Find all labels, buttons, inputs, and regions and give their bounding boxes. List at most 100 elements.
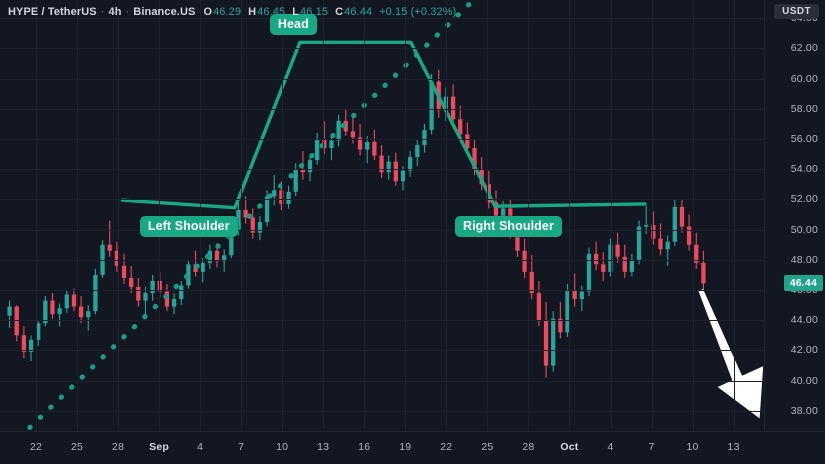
candle-body xyxy=(493,202,499,220)
time-tick-label: 10 xyxy=(276,441,289,453)
trendline-dotted-support xyxy=(27,2,472,430)
price-tick-label: 38.00 xyxy=(790,404,818,417)
candle-body xyxy=(86,311,91,318)
candle-body xyxy=(422,129,427,145)
candle-body xyxy=(701,262,706,284)
head-and-shoulders-outline xyxy=(120,40,647,210)
low-value: L46.15 xyxy=(292,6,329,18)
price-gridline xyxy=(0,48,765,50)
time-tick-label: Sep xyxy=(149,441,170,453)
candle-body xyxy=(651,225,656,239)
price-tick-label: 44.00 xyxy=(790,314,818,327)
candle-body xyxy=(57,308,62,315)
candle-body xyxy=(129,277,134,287)
candle-body xyxy=(50,300,55,315)
time-tick-label: 7 xyxy=(648,441,655,453)
candle-body xyxy=(200,262,205,272)
candle-body xyxy=(500,208,506,220)
candle-body xyxy=(7,306,12,316)
time-tick-label: 7 xyxy=(238,441,245,453)
price-tick-label: 58.00 xyxy=(790,102,818,115)
exchange-label[interactable]: Binance.US xyxy=(133,6,196,18)
candle-body xyxy=(43,300,48,324)
price-gridline xyxy=(0,290,765,291)
candle-body xyxy=(579,291,584,300)
candle-body xyxy=(558,318,563,333)
time-gridline xyxy=(446,0,448,432)
candle-body xyxy=(379,155,384,173)
chart-plot-area[interactable] xyxy=(0,0,765,432)
open-value: O46.29 xyxy=(203,6,242,18)
candle-body xyxy=(551,318,556,366)
candle-body xyxy=(222,255,227,262)
time-gridline xyxy=(528,0,530,432)
time-axis[interactable]: 22 25 28 Sep 4 7 10 13 16 19 22 25 28 Oct 4 7 10 13 xyxy=(0,431,825,464)
candle-body xyxy=(300,169,305,173)
price-gridline xyxy=(0,320,765,322)
candle-body xyxy=(36,323,41,340)
candle-body xyxy=(636,226,642,260)
candle-body xyxy=(272,190,277,197)
time-tick-label: 16 xyxy=(358,441,371,453)
candle-body xyxy=(629,259,635,272)
candle-body xyxy=(393,161,398,182)
candle-body xyxy=(71,294,77,307)
price-tick-label: 62.00 xyxy=(790,42,818,55)
chart-legend: HYPE / TetherUS · 4h · Binance.US O46.29… xyxy=(8,4,456,20)
candle-body xyxy=(458,119,463,135)
candle-body xyxy=(586,253,592,292)
candle-body xyxy=(21,335,27,352)
candle-body xyxy=(121,265,127,278)
high-value: H46.45 xyxy=(248,6,286,18)
time-gridline xyxy=(77,0,78,432)
candle-body xyxy=(443,96,449,111)
interval-label[interactable]: 4h xyxy=(108,6,122,18)
time-tick-label: 10 xyxy=(686,441,699,453)
candle-body xyxy=(543,320,549,366)
price-gridline xyxy=(0,108,765,110)
candle-body xyxy=(400,170,406,182)
time-gridline xyxy=(651,0,653,432)
candle-body xyxy=(386,161,391,173)
candle-body xyxy=(529,271,534,294)
candle-body xyxy=(372,141,377,156)
price-gridline xyxy=(0,18,765,20)
candle-body xyxy=(601,264,606,272)
candle-body xyxy=(679,206,685,227)
candle-body xyxy=(107,244,112,251)
candle-body xyxy=(64,294,69,309)
time-tick-label: 4 xyxy=(607,441,614,453)
candle-body xyxy=(408,157,413,171)
time-gridline xyxy=(282,0,284,432)
candle-body xyxy=(665,241,670,250)
time-tick-label: 28 xyxy=(522,441,535,453)
time-gridline xyxy=(610,0,612,432)
candle-body xyxy=(164,291,170,307)
ohlc-group: O46.29 H46.45 L46.15 C46.44 xyxy=(203,6,372,18)
candle-body xyxy=(78,306,84,318)
candle-body xyxy=(415,145,420,158)
candle-body xyxy=(329,140,334,149)
time-gridline xyxy=(692,0,694,432)
time-gridline xyxy=(405,0,407,432)
candle-body xyxy=(214,250,220,262)
time-gridline xyxy=(569,0,571,432)
candle-body xyxy=(622,256,627,272)
legend-separator-1: · xyxy=(100,6,105,18)
candle-body xyxy=(179,285,184,300)
time-tick-label: 13 xyxy=(317,441,330,453)
bearish-breakdown-arrow xyxy=(698,289,764,419)
price-tick-label: 48.00 xyxy=(790,253,818,266)
price-tick-label: 54.00 xyxy=(790,163,818,176)
time-tick-label: 19 xyxy=(399,441,412,453)
legend-separator-2: · xyxy=(125,6,130,18)
candle-body xyxy=(114,250,120,266)
annotation-right-shoulder: Right Shoulder xyxy=(454,216,562,238)
close-value: C46.44 xyxy=(335,6,373,18)
time-gridline xyxy=(118,0,120,432)
candle-body xyxy=(465,134,470,149)
price-axis[interactable]: USDT 46.44 64.0062.0060.0058.0056.0054.0… xyxy=(764,0,825,432)
symbol-label[interactable]: HYPE / TetherUS xyxy=(8,6,97,18)
time-tick-label: 28 xyxy=(112,441,125,453)
